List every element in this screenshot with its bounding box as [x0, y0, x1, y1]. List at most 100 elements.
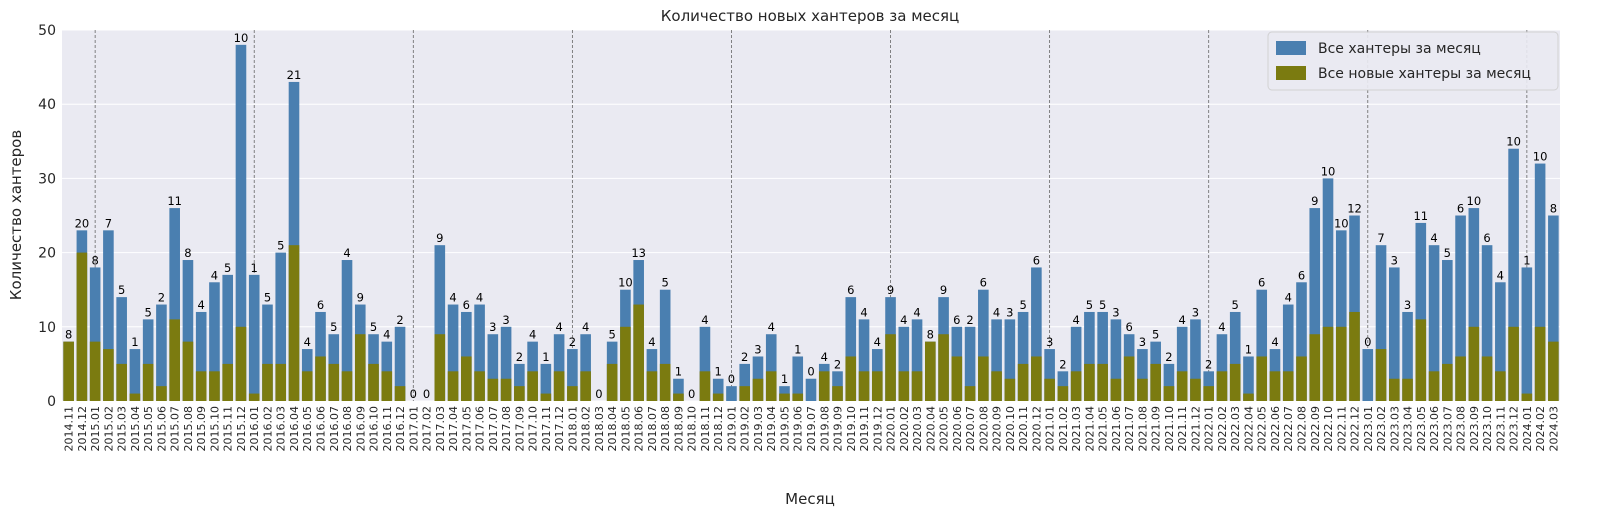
x-tick-label: 2021.12 — [1189, 406, 1202, 452]
data-label: 3 — [502, 313, 509, 327]
bar-new — [1442, 363, 1453, 401]
bar-total — [659, 289, 671, 401]
x-tick-label: 2023.07 — [1441, 406, 1454, 452]
data-label: 6 — [317, 298, 324, 312]
bar-new — [1203, 386, 1215, 401]
data-label: 0 — [423, 387, 430, 401]
data-label: 5 — [370, 320, 377, 334]
x-tick-label: 2021.01 — [1044, 406, 1057, 452]
data-label: 4 — [874, 335, 881, 349]
data-label: 8 — [927, 328, 934, 342]
bar-new — [301, 371, 313, 401]
bar-new — [1243, 393, 1254, 401]
bar-total — [1070, 326, 1082, 401]
x-tick-label: 2017.12 — [553, 406, 566, 452]
bar-total — [447, 304, 459, 401]
bar-new — [381, 371, 393, 401]
data-label: 1 — [715, 365, 722, 379]
x-tick-label: 2017.01 — [407, 406, 420, 452]
x-tick-label: 2019.12 — [871, 406, 884, 452]
bar-new — [1335, 326, 1347, 401]
x-tick-label: 2016.01 — [248, 406, 261, 452]
bar-new — [1481, 356, 1493, 401]
x-tick-label: 2018.08 — [659, 406, 672, 452]
x-tick-label: 2020.12 — [1030, 406, 1043, 452]
x-tick-label: 2017.02 — [421, 406, 434, 452]
bar-new — [368, 363, 379, 401]
bar-new — [911, 371, 923, 401]
bar-new — [1229, 363, 1241, 401]
data-label: 4 — [1218, 320, 1225, 334]
data-label: 6 — [1258, 276, 1265, 290]
x-tick-label: 2023.01 — [1362, 406, 1375, 452]
x-tick-label: 2021.09 — [1150, 406, 1163, 452]
x-tick-label: 2023.05 — [1415, 406, 1428, 452]
data-label: 10 — [1533, 150, 1548, 164]
bar-total — [1442, 260, 1453, 401]
data-label: 6 — [847, 283, 854, 297]
bar-new — [606, 363, 618, 401]
bar-total — [1163, 363, 1175, 401]
bar-total — [805, 378, 817, 401]
data-label: 4 — [304, 335, 311, 349]
data-label: 1 — [675, 365, 682, 379]
x-tick-label: 2018.11 — [699, 406, 712, 452]
data-label: 9 — [940, 283, 947, 297]
data-label: 3 — [754, 342, 761, 356]
data-label: 4 — [582, 320, 589, 334]
bar-total — [89, 267, 101, 401]
bar-new — [659, 363, 671, 401]
data-label: 10 — [1467, 194, 1482, 208]
bar-total — [1468, 208, 1480, 401]
data-label: 3 — [1006, 305, 1013, 319]
bar-new — [129, 393, 141, 401]
x-tick-label: 2021.06 — [1110, 406, 1123, 452]
data-label: 4 — [768, 320, 775, 334]
data-label: 9 — [357, 291, 364, 305]
data-label: 1 — [542, 350, 549, 364]
data-label: 4 — [449, 291, 456, 305]
bar-new — [1004, 378, 1016, 401]
bar-total — [1349, 215, 1360, 401]
x-tick-label: 2022.09 — [1309, 406, 1322, 452]
bar-new — [1110, 378, 1122, 401]
bar-new — [1468, 326, 1480, 401]
x-tick-label: 2015.06 — [155, 406, 168, 452]
bar-new — [1123, 356, 1135, 401]
data-label: 4 — [476, 291, 483, 305]
x-tick-label: 2020.03 — [911, 406, 924, 452]
bar-total — [978, 289, 989, 401]
legend-swatch-new — [1276, 66, 1306, 80]
bar-new — [527, 371, 538, 401]
bar-total — [1495, 282, 1506, 401]
bar-new — [779, 393, 790, 401]
data-label: 2 — [1165, 350, 1172, 364]
y-tick-label: 20 — [38, 246, 56, 262]
bar-new — [1163, 386, 1175, 401]
bar-total — [1044, 349, 1055, 401]
bar-new — [461, 356, 472, 401]
data-label: 5 — [608, 328, 615, 342]
x-tick-label: 2017.05 — [460, 406, 473, 452]
bar-new — [792, 393, 804, 401]
bar-total — [1521, 267, 1533, 401]
bar-new — [699, 371, 711, 401]
bar-new — [103, 349, 114, 401]
data-label: 4 — [993, 305, 1000, 319]
bar-new — [1269, 371, 1281, 401]
y-tick-label: 40 — [38, 97, 56, 113]
bar-new — [1070, 371, 1082, 401]
bar-new — [1282, 371, 1294, 401]
x-tick-label: 2021.04 — [1083, 406, 1096, 452]
bar-new — [156, 386, 167, 401]
bar-new — [991, 371, 1002, 401]
data-label: 9 — [887, 283, 894, 297]
x-tick-label: 2024.01 — [1521, 406, 1534, 452]
x-tick-label: 2018.02 — [580, 406, 593, 452]
bar-new — [832, 386, 843, 401]
bar-new — [1150, 363, 1161, 401]
data-label: 2 — [569, 335, 576, 349]
bar-new — [1256, 356, 1268, 401]
bar-new — [1017, 363, 1029, 401]
